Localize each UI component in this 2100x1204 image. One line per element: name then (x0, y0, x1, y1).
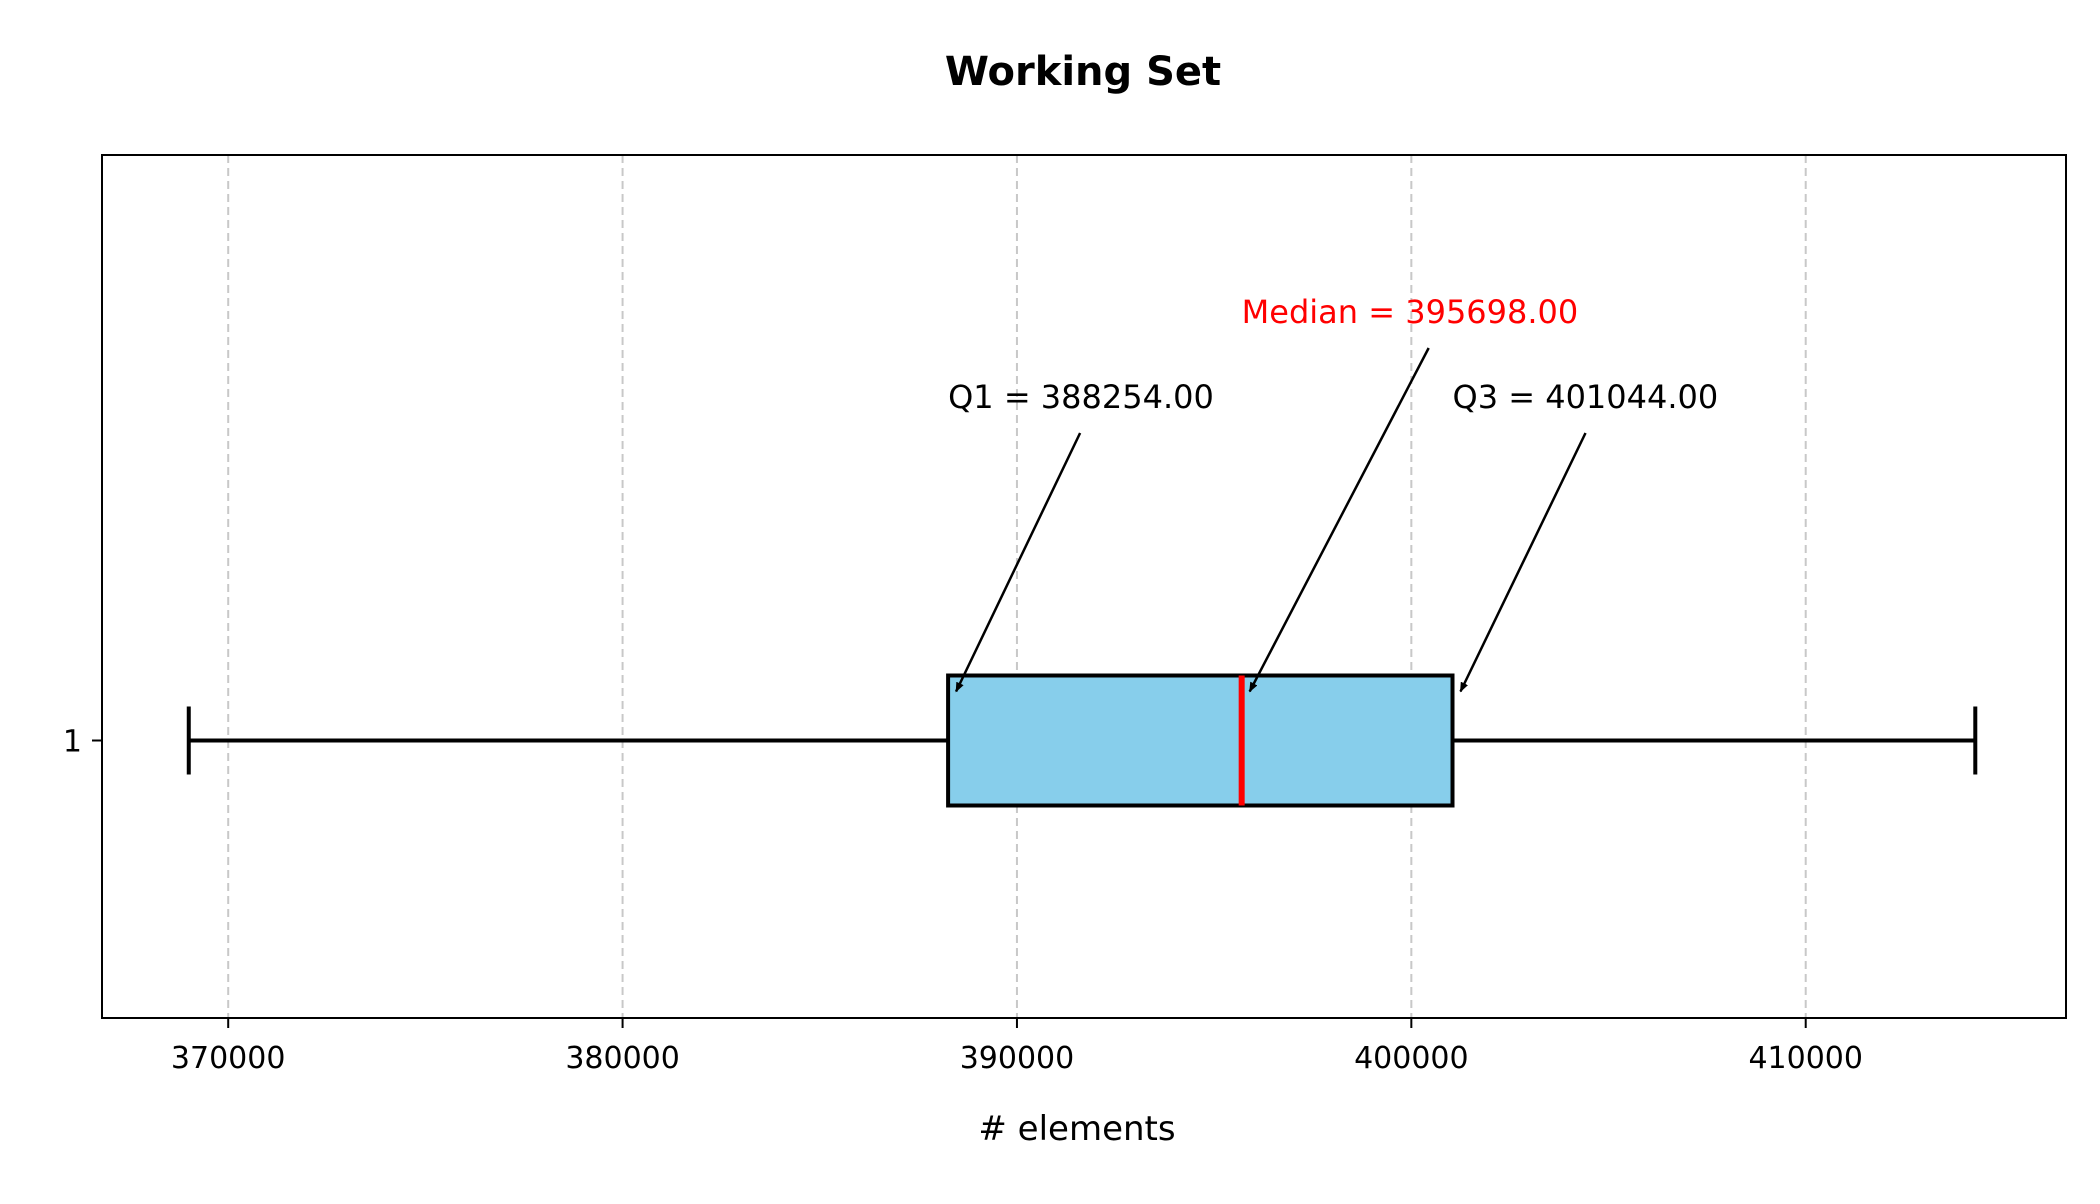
box-iqr (946, 673, 1455, 808)
x-tick-label: 370000 (171, 1041, 286, 1076)
q1-annotation-arrow (954, 432, 1082, 693)
q1-annotation-label: Q1 = 388254.00 (948, 378, 1214, 416)
y-axis-ticks: 1 (63, 725, 102, 760)
q3-annotation-arrow (1459, 432, 1587, 693)
box-layer (186, 673, 1978, 808)
x-tick-label: 410000 (1748, 1041, 1863, 1076)
plot-area-frame (101, 154, 2067, 1019)
median-annotation-arrow (1248, 347, 1430, 693)
x-tick-label: 400000 (1354, 1041, 1469, 1076)
annotation-layer: Q1 = 388254.00 Median = 395698.00 Q3 = 401… (948, 293, 1719, 693)
q3-annotation-label: Q3 = 401044.00 (1453, 378, 1719, 416)
x-tick-label: 380000 (565, 1041, 680, 1076)
x-tick-label: 390000 (960, 1041, 1075, 1076)
x-axis-label: # elements (978, 1109, 1175, 1149)
x-axis-ticks: 370000 380000 390000 400000 410000 (171, 1018, 1863, 1076)
grid-lines (227, 155, 1807, 1018)
y-tick-label: 1 (63, 725, 82, 760)
chart-title: Working Set (945, 49, 1221, 95)
median-annotation-label: Median = 395698.00 (1242, 293, 1579, 331)
